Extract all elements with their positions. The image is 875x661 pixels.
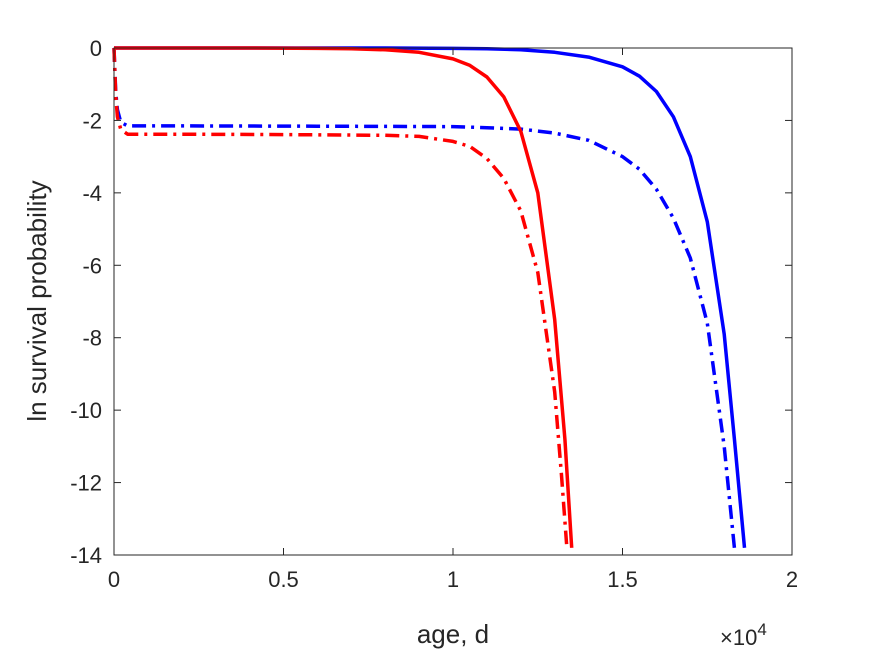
x-axis-exponent-base: ×10 [720, 625, 757, 650]
x-tick-label: 0.5 [268, 567, 299, 592]
series-line-4 [112, 47, 569, 545]
x-axis-exponent-power: 4 [757, 620, 766, 639]
y-tick-label: 0 [90, 36, 102, 61]
y-tick-label: -2 [82, 108, 102, 133]
series-line-2 [112, 47, 737, 548]
y-tick-label: -14 [70, 543, 102, 568]
y-tick-label: -4 [82, 181, 102, 206]
x-tick-label: 1 [447, 567, 459, 592]
x-tick-label: 1.5 [607, 567, 638, 592]
y-tick-label: -10 [70, 398, 102, 423]
tick-layer: 0 0.5 1 1.5 2 0 -2 -4 -6 -8 -10 -12 -14 [70, 36, 798, 592]
plot-area-background [114, 48, 792, 555]
x-axis-label: age, d [417, 619, 489, 649]
y-tick-label: -8 [82, 326, 102, 351]
x-axis-exponent: ×104 [720, 620, 767, 650]
y-axis-label: ln survival probability [22, 180, 52, 421]
y-tick-label: -6 [82, 253, 102, 278]
x-tick-label: 2 [786, 567, 798, 592]
y-tick-label: -12 [70, 471, 102, 496]
x-tick-label: 0 [108, 567, 120, 592]
